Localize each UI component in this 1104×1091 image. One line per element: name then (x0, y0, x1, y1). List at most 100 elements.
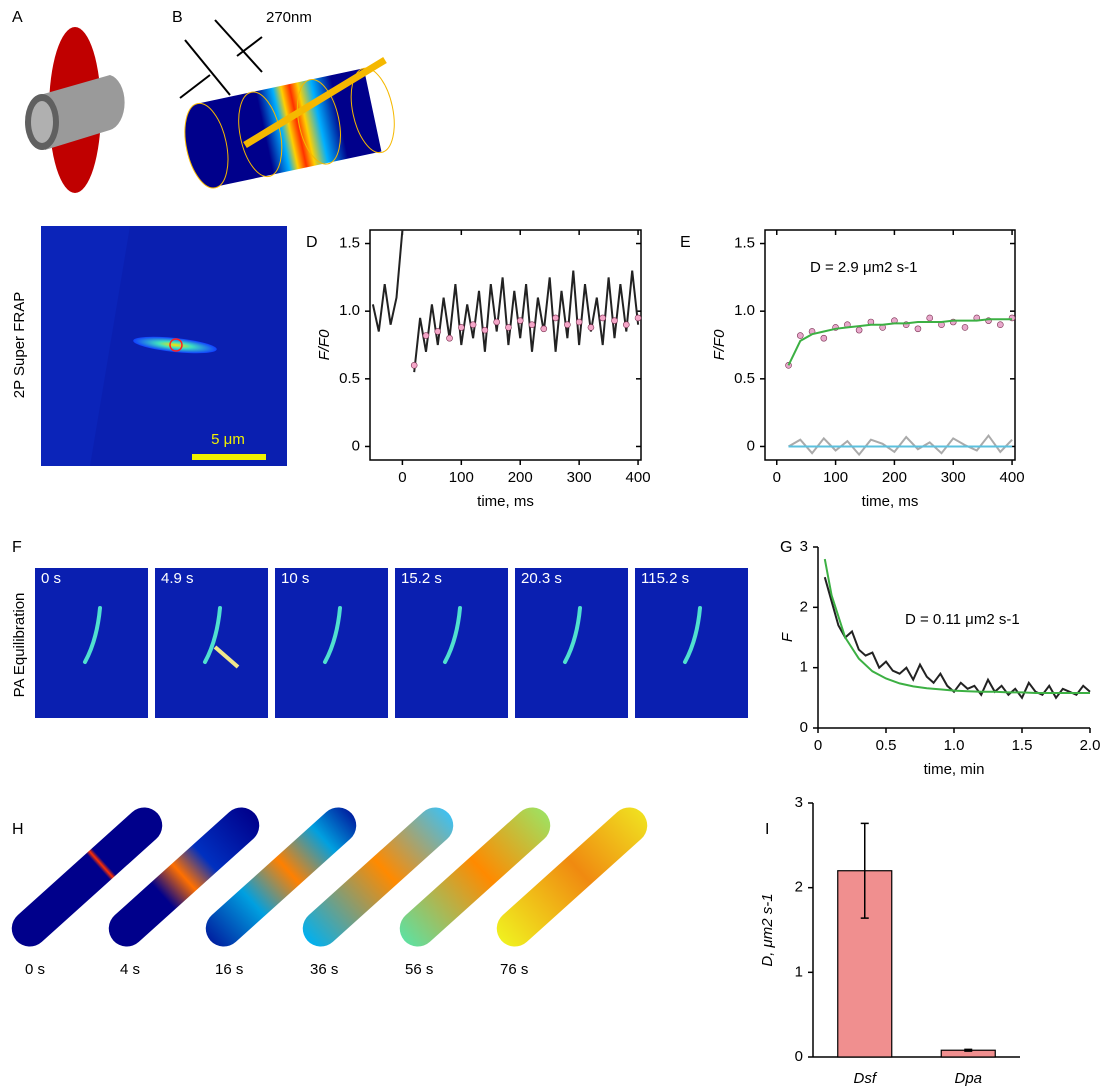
y-tick-label: 0 (352, 437, 360, 454)
illustration-b: 270nm (178, 9, 401, 192)
panel-label: D (306, 234, 318, 251)
x-tick-label: 0 (398, 469, 406, 486)
x-tick-label: Dpa (954, 1070, 982, 1087)
data-point (915, 326, 921, 332)
frame-time: 115.2 s (641, 570, 689, 587)
data-point (494, 319, 500, 325)
y-tick-label: 1.0 (339, 302, 360, 319)
data-line (373, 230, 638, 372)
data-point (541, 326, 547, 332)
y-tick-label: 1.0 (734, 302, 755, 319)
dimension-label: 270nm (266, 9, 312, 26)
x-axis-label: time, ms (862, 493, 919, 510)
data-point (635, 315, 641, 321)
data-point (470, 322, 476, 328)
data-point (821, 335, 827, 341)
annotation: D = 2.9 μm2 s-1 (810, 259, 917, 276)
annotation: D = 0.11 μm2 s-1 (905, 611, 1020, 628)
x-axis-label: time, min (924, 761, 985, 778)
image-f: PA Equilibration 0 s 4.9 s 10 s 15.2 s 20.3 … (11, 568, 748, 718)
data-line (789, 436, 1013, 455)
data-point (600, 315, 606, 321)
y-tick-label: 1 (795, 963, 803, 980)
time-label: 0 s (25, 961, 45, 978)
panel-label: A (12, 9, 23, 26)
x-tick-label: 1.0 (944, 737, 965, 754)
panel-label: F (12, 539, 22, 556)
time-label: 56 s (405, 961, 433, 978)
time-label: 16 s (215, 961, 243, 978)
x-axis-label: time, ms (477, 493, 534, 510)
time-label: 76 s (500, 961, 528, 978)
y-tick-label: 3 (800, 538, 808, 555)
x-tick-label: 1.5 (1012, 737, 1033, 754)
row-label: PA Equilibration (11, 593, 28, 698)
y-tick-label: 1 (800, 659, 808, 676)
x-tick-label: 100 (449, 469, 474, 486)
y-tick-label: 0 (747, 437, 755, 454)
x-tick-label: 0 (814, 737, 822, 754)
panel-label: E (680, 234, 691, 251)
y-tick-label: 0 (795, 1048, 803, 1065)
x-tick-label: 0 (773, 469, 781, 486)
data-point (962, 324, 968, 330)
frame-time: 0 s (41, 570, 61, 587)
panel-label: H (12, 821, 24, 838)
image-c: 5 μm 2P Super FRAP (11, 226, 287, 466)
scale-bar-label: 5 μm (211, 431, 245, 448)
illustration-a (25, 27, 125, 193)
data-point (517, 318, 523, 324)
y-axis-label: D, μm2 s-1 (759, 893, 776, 966)
x-tick-label: 300 (567, 469, 592, 486)
y-tick-label: 3 (795, 794, 803, 811)
data-point (482, 327, 488, 333)
data-point (435, 328, 441, 334)
data-line (789, 319, 1013, 365)
data-point (797, 333, 803, 339)
x-tick-label: 300 (941, 469, 966, 486)
data-line (825, 577, 1090, 698)
x-tick-label: 400 (626, 469, 651, 486)
data-point (458, 324, 464, 330)
data-point (997, 322, 1003, 328)
y-tick-label: 1.5 (339, 234, 360, 251)
data-point (553, 315, 559, 321)
x-tick-label: Dsf (854, 1070, 878, 1087)
x-tick-label: 0.5 (876, 737, 897, 754)
x-tick-label: 200 (882, 469, 907, 486)
x-tick-label: 100 (823, 469, 848, 486)
data-point (576, 319, 582, 325)
data-point (505, 324, 511, 330)
frame-time: 10 s (281, 570, 309, 587)
figure: A B C D E F G H I 270nm 5 μm 2P (0, 0, 1104, 1091)
frame-time: 4.9 s (161, 570, 194, 587)
y-tick-label: 2 (795, 879, 803, 896)
data-point (611, 318, 617, 324)
y-axis-label: F/F0 (711, 329, 728, 360)
frame-time: 20.3 s (521, 570, 562, 587)
x-tick-label: 2.0 (1080, 737, 1101, 754)
data-point (447, 335, 453, 341)
y-axis-label: F/F0 (316, 329, 333, 360)
image-h: 0 s 4 s 16 s 36 s 56 s 76 s (4, 800, 654, 978)
x-tick-label: 200 (508, 469, 533, 486)
data-point (411, 362, 417, 368)
y-tick-label: 2 (800, 598, 808, 615)
data-point (588, 324, 594, 330)
frame-time: 15.2 s (401, 570, 442, 587)
panel-label: B (172, 9, 183, 26)
x-tick-label: 400 (1000, 469, 1025, 486)
data-point (564, 322, 570, 328)
row-label: 2P Super FRAP (11, 292, 28, 398)
data-point (927, 315, 933, 321)
y-axis-label: F (779, 632, 796, 642)
plot-frame (370, 230, 641, 460)
y-tick-label: 0.5 (734, 370, 755, 387)
y-tick-label: 0 (800, 719, 808, 736)
data-point (529, 322, 535, 328)
data-point (856, 327, 862, 333)
time-label: 4 s (120, 961, 140, 978)
y-tick-label: 1.5 (734, 234, 755, 251)
time-label: 36 s (310, 961, 338, 978)
data-point (623, 322, 629, 328)
